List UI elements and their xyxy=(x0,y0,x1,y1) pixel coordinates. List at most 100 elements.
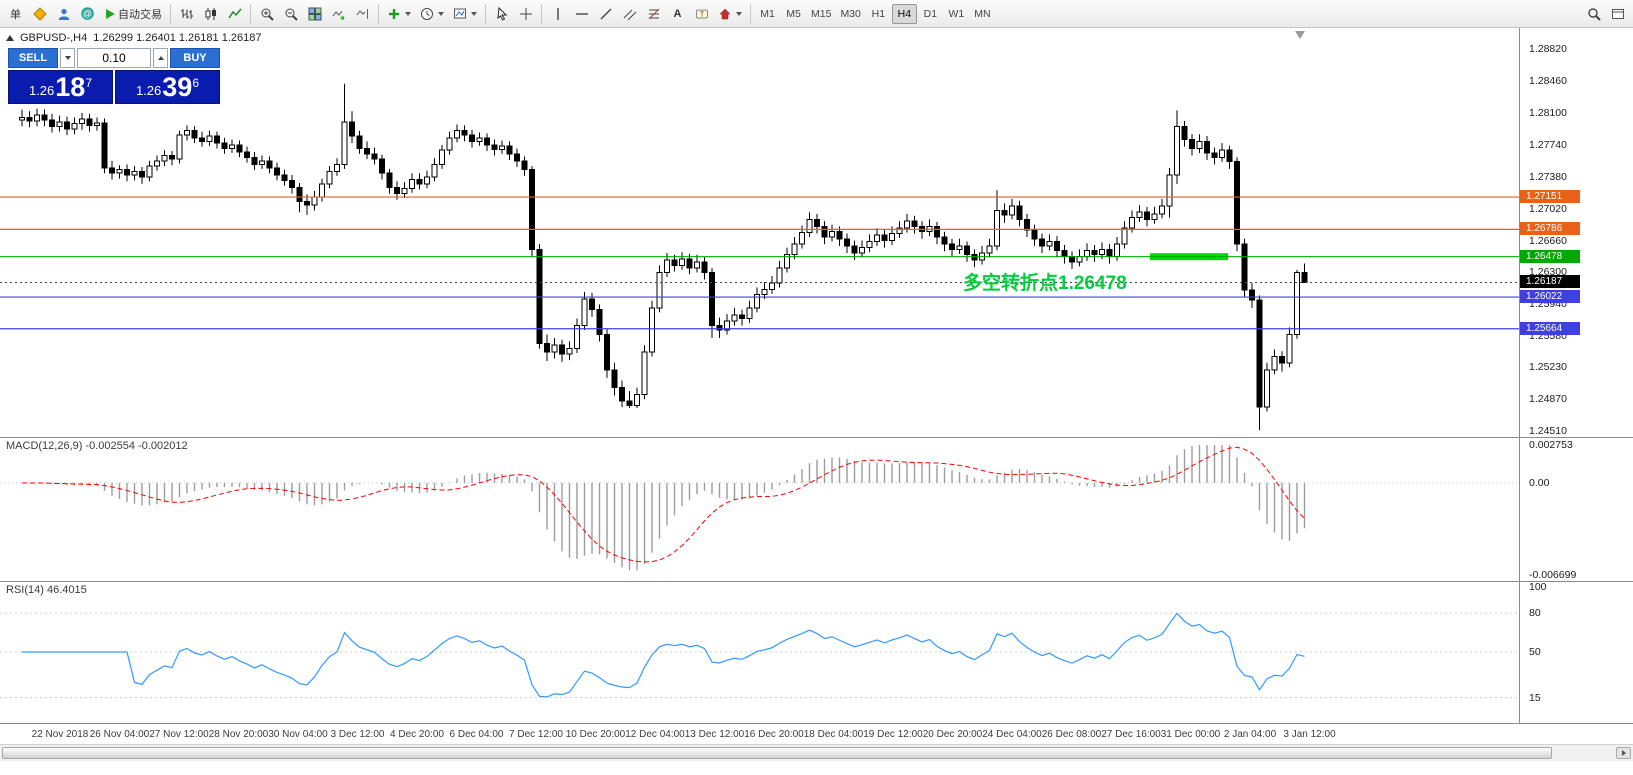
candle-body xyxy=(896,227,903,234)
search-icon[interactable] xyxy=(1582,3,1605,25)
tile-windows-icon[interactable] xyxy=(303,3,326,25)
time-axis[interactable]: 22 Nov 2018 26 Nov 04:00 27 Nov 12:00 28 No… xyxy=(0,723,1633,744)
time-label: 3 Jan 12:00 xyxy=(1283,729,1336,740)
timeframe-h1[interactable]: H1 xyxy=(866,4,891,24)
candle-body xyxy=(986,245,993,254)
fibonacci-tool[interactable] xyxy=(642,3,665,25)
pivot-annotation[interactable]: 多空转折点1.26478 xyxy=(963,273,1127,294)
chart-area[interactable]: GBPUSD-,H4 1.26299 1.26401 1.26181 1.261… xyxy=(0,28,1633,775)
candle-body xyxy=(596,309,603,335)
zoom-out-icon[interactable] xyxy=(279,3,302,25)
chart-shift-marker[interactable] xyxy=(1295,31,1305,39)
candle-body xyxy=(806,218,813,234)
sell-price-frac: 7 xyxy=(85,76,93,90)
price-tag[interactable]: 1.25664 xyxy=(1520,321,1580,335)
candle-body xyxy=(754,294,760,309)
mql-community-icon[interactable] xyxy=(28,3,51,25)
autoscroll-icon[interactable] xyxy=(327,3,350,25)
play-icon xyxy=(106,8,115,19)
zoom-in-icon[interactable] xyxy=(255,3,278,25)
timeframe-d1[interactable]: D1 xyxy=(918,4,943,24)
horizontal-scrollbar[interactable] xyxy=(0,744,1633,761)
candle-body xyxy=(356,135,363,149)
price-tag[interactable]: 1.26022 xyxy=(1520,290,1580,304)
candle-body xyxy=(274,167,280,176)
chevron-down-icon xyxy=(471,11,477,16)
price-tag[interactable]: 1.26786 xyxy=(1520,222,1580,236)
chat-icon[interactable]: @ xyxy=(76,3,99,25)
profile-icon[interactable] xyxy=(52,3,75,25)
vertical-line-tool[interactable] xyxy=(546,3,569,25)
candle-body xyxy=(739,314,745,319)
rsi-pane[interactable] xyxy=(0,581,1519,723)
time-label: 24 Dec 04:00 xyxy=(982,729,1042,740)
chart-shift-icon[interactable] xyxy=(351,3,374,25)
lot-up-button[interactable] xyxy=(153,48,168,68)
pane-separator[interactable] xyxy=(0,581,1633,582)
timeframe-m15[interactable]: M15 xyxy=(807,4,835,24)
timeframe-h4[interactable]: H4 xyxy=(891,3,917,24)
timeframe-m30[interactable]: M30 xyxy=(836,4,864,24)
crosshair-icon[interactable] xyxy=(514,3,537,25)
arrows-tool[interactable] xyxy=(714,3,746,25)
candle-body xyxy=(1234,161,1240,245)
timeframe-mn[interactable]: MN xyxy=(970,4,995,24)
candle-body xyxy=(1144,211,1150,220)
price-tag[interactable]: 1.26187 xyxy=(1520,275,1580,289)
candle-body xyxy=(379,158,385,174)
indicators-button[interactable] xyxy=(383,3,415,25)
timeframe-m5[interactable]: M5 xyxy=(781,4,806,24)
buy-price-frac: 6 xyxy=(192,76,200,90)
text-label-tool[interactable]: T xyxy=(690,3,713,25)
timeframe-w1[interactable]: W1 xyxy=(944,4,969,24)
window-icon[interactable] xyxy=(1606,3,1629,25)
line-chart-icon[interactable] xyxy=(223,3,246,25)
timeframe-m1[interactable]: M1 xyxy=(755,4,780,24)
candle-body xyxy=(971,254,978,261)
buy-price-button[interactable]: 1.26 39 6 xyxy=(115,70,220,104)
new-order-button[interactable]: 单 xyxy=(4,3,27,25)
lot-down-button[interactable] xyxy=(60,48,75,68)
sell-price-button[interactable]: 1.26 18 7 xyxy=(8,70,113,104)
sell-price-pips: 18 xyxy=(55,72,86,102)
price-tag[interactable]: 1.27151 xyxy=(1520,190,1580,204)
templates-button[interactable] xyxy=(449,3,481,25)
candle-body xyxy=(881,234,888,242)
separator xyxy=(378,3,379,24)
candle-body xyxy=(491,144,498,150)
sell-button[interactable]: SELL xyxy=(8,48,58,68)
candle-body xyxy=(1151,213,1158,220)
candle-body xyxy=(266,160,273,169)
bar-chart-icon[interactable] xyxy=(175,3,198,25)
new-order-label: 单 xyxy=(10,8,21,21)
autotrading-button[interactable]: 自动交易 xyxy=(100,3,166,25)
price-tag[interactable]: 1.26478 xyxy=(1520,249,1580,263)
scrollbar-right-button[interactable] xyxy=(1616,747,1631,759)
autotrading-label: 自动交易 xyxy=(118,8,162,21)
cursor-icon[interactable] xyxy=(490,3,513,25)
candle-body xyxy=(1046,240,1053,247)
pane-separator[interactable] xyxy=(0,437,1633,438)
candle-body xyxy=(686,258,693,269)
text-tool[interactable]: A xyxy=(666,3,689,25)
price-axis[interactable]: 1.28820 1.28460 1.28100 1.27740 1.27380 1.270… xyxy=(1519,28,1633,723)
candlestick-chart-icon[interactable] xyxy=(199,3,222,25)
periods-button[interactable] xyxy=(416,3,448,25)
trendline-tool[interactable] xyxy=(594,3,617,25)
time-label: 7 Dec 12:00 xyxy=(509,729,563,740)
horizontal-line-tool[interactable] xyxy=(570,3,593,25)
candle-body xyxy=(544,342,550,353)
channel-tool[interactable] xyxy=(618,3,641,25)
candle-body xyxy=(109,167,115,174)
candle-body xyxy=(514,153,520,162)
candlestick-chart[interactable] xyxy=(0,28,1519,437)
time-label: 12 Dec 04:00 xyxy=(625,729,685,740)
candle-body xyxy=(1114,243,1120,258)
candle-body xyxy=(409,178,415,189)
macd-pane[interactable] xyxy=(0,437,1519,581)
axis-label: 1.27380 xyxy=(1529,170,1567,183)
scrollbar-thumb[interactable] xyxy=(2,747,1552,759)
buy-button[interactable]: BUY xyxy=(170,48,220,68)
lot-size-input[interactable]: 0.10 xyxy=(77,48,151,68)
candle-body xyxy=(1174,125,1180,176)
